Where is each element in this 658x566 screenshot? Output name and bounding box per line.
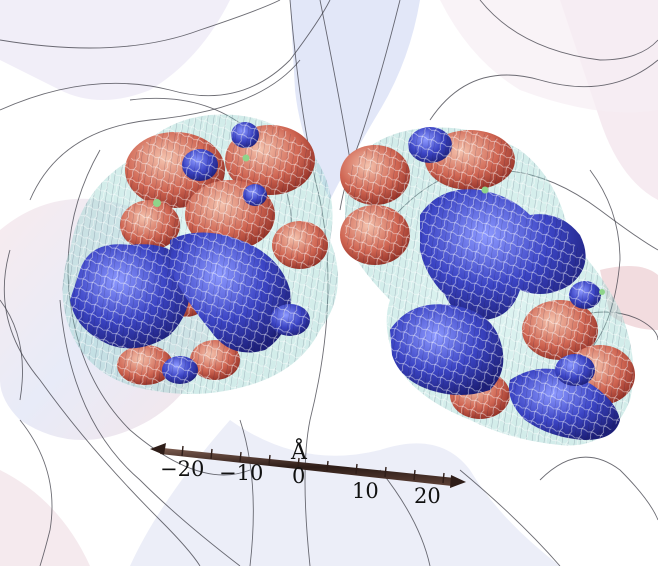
scale-axis-arrow-left [150,443,166,455]
scale-axis-tick-label: −20 [160,457,204,481]
scale-axis-arrow-right [450,475,466,488]
scale-axis: Å −20 −10 0 10 20 [150,437,466,508]
scale-axis-tick-label: 10 [352,479,379,503]
scale-axis-tick-label: −10 [219,461,263,485]
scale-axis-tick-label: 0 [292,464,305,488]
scale-axis-tick-label: 20 [414,484,441,508]
right-molecule-potential [340,127,635,446]
left-molecule-potential [62,114,338,394]
scale-axis-bar [160,448,455,486]
scale-axis-unit: Å [290,437,308,465]
